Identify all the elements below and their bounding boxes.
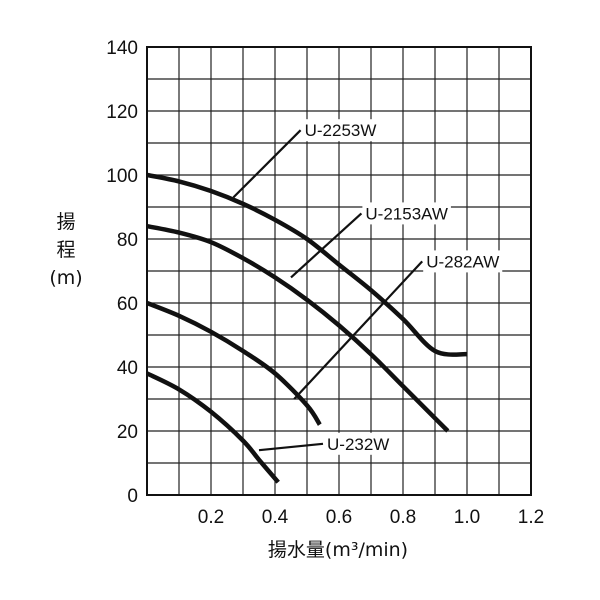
x-tick-label: 1.2 bbox=[518, 507, 544, 528]
annotations: U-2253W U-2153AW U-282AW U-232W bbox=[232, 119, 503, 455]
leader-line-U-2253W bbox=[232, 129, 302, 199]
curves bbox=[145, 172, 468, 484]
series-label-U-2253W: U-2253W bbox=[305, 121, 377, 140]
x-axis-title: 揚水量(m³/min) bbox=[268, 539, 408, 561]
x-tick-label: 0.2 bbox=[198, 507, 224, 528]
y-axis-title-line-1: 揚 bbox=[56, 211, 75, 233]
series-line-U-2253W bbox=[146, 172, 468, 357]
x-tick-label: 0.6 bbox=[326, 507, 352, 528]
series-line-U-282AW bbox=[146, 300, 322, 426]
leader-line-U-282AW bbox=[293, 260, 424, 400]
x-tick-label: 0.8 bbox=[390, 507, 416, 528]
plot-frame bbox=[146, 46, 532, 496]
y-tick-label: 140 bbox=[106, 38, 138, 59]
y-tick-label: 120 bbox=[106, 102, 138, 123]
y-tick-label: 20 bbox=[117, 422, 138, 443]
label-backdrop bbox=[324, 432, 393, 455]
label-backdrop bbox=[423, 250, 503, 273]
leader-line-U-2153AW bbox=[290, 212, 363, 279]
series-line-U-232W bbox=[145, 371, 280, 484]
leader-line-U-232W bbox=[258, 442, 324, 452]
series-label-U-282AW: U-282AW bbox=[426, 252, 499, 271]
label-backdrop bbox=[301, 119, 380, 142]
tick-labels: 0 20 40 60 80 100 120 140 0.2 0.4 0.6 0.8 1.0 1.2 bbox=[106, 38, 544, 528]
series-line-U-2153AW bbox=[146, 223, 450, 433]
y-tick-label: 40 bbox=[117, 358, 138, 379]
y-tick-label: 60 bbox=[117, 294, 138, 315]
y-tick-label: 0 bbox=[127, 486, 138, 507]
label-backdrop bbox=[362, 202, 451, 225]
y-tick-label: 80 bbox=[117, 230, 138, 251]
series-label-U-232W: U-232W bbox=[327, 435, 389, 454]
series-label-U-2153AW: U-2153AW bbox=[365, 204, 448, 223]
x-tick-label: 1.0 bbox=[454, 507, 480, 528]
y-axis-title-line-3: (m) bbox=[49, 267, 82, 289]
y-tick-label: 100 bbox=[106, 166, 138, 187]
x-tick-label: 0.4 bbox=[262, 507, 289, 528]
y-axis-title-line-2: 程 bbox=[56, 239, 75, 261]
